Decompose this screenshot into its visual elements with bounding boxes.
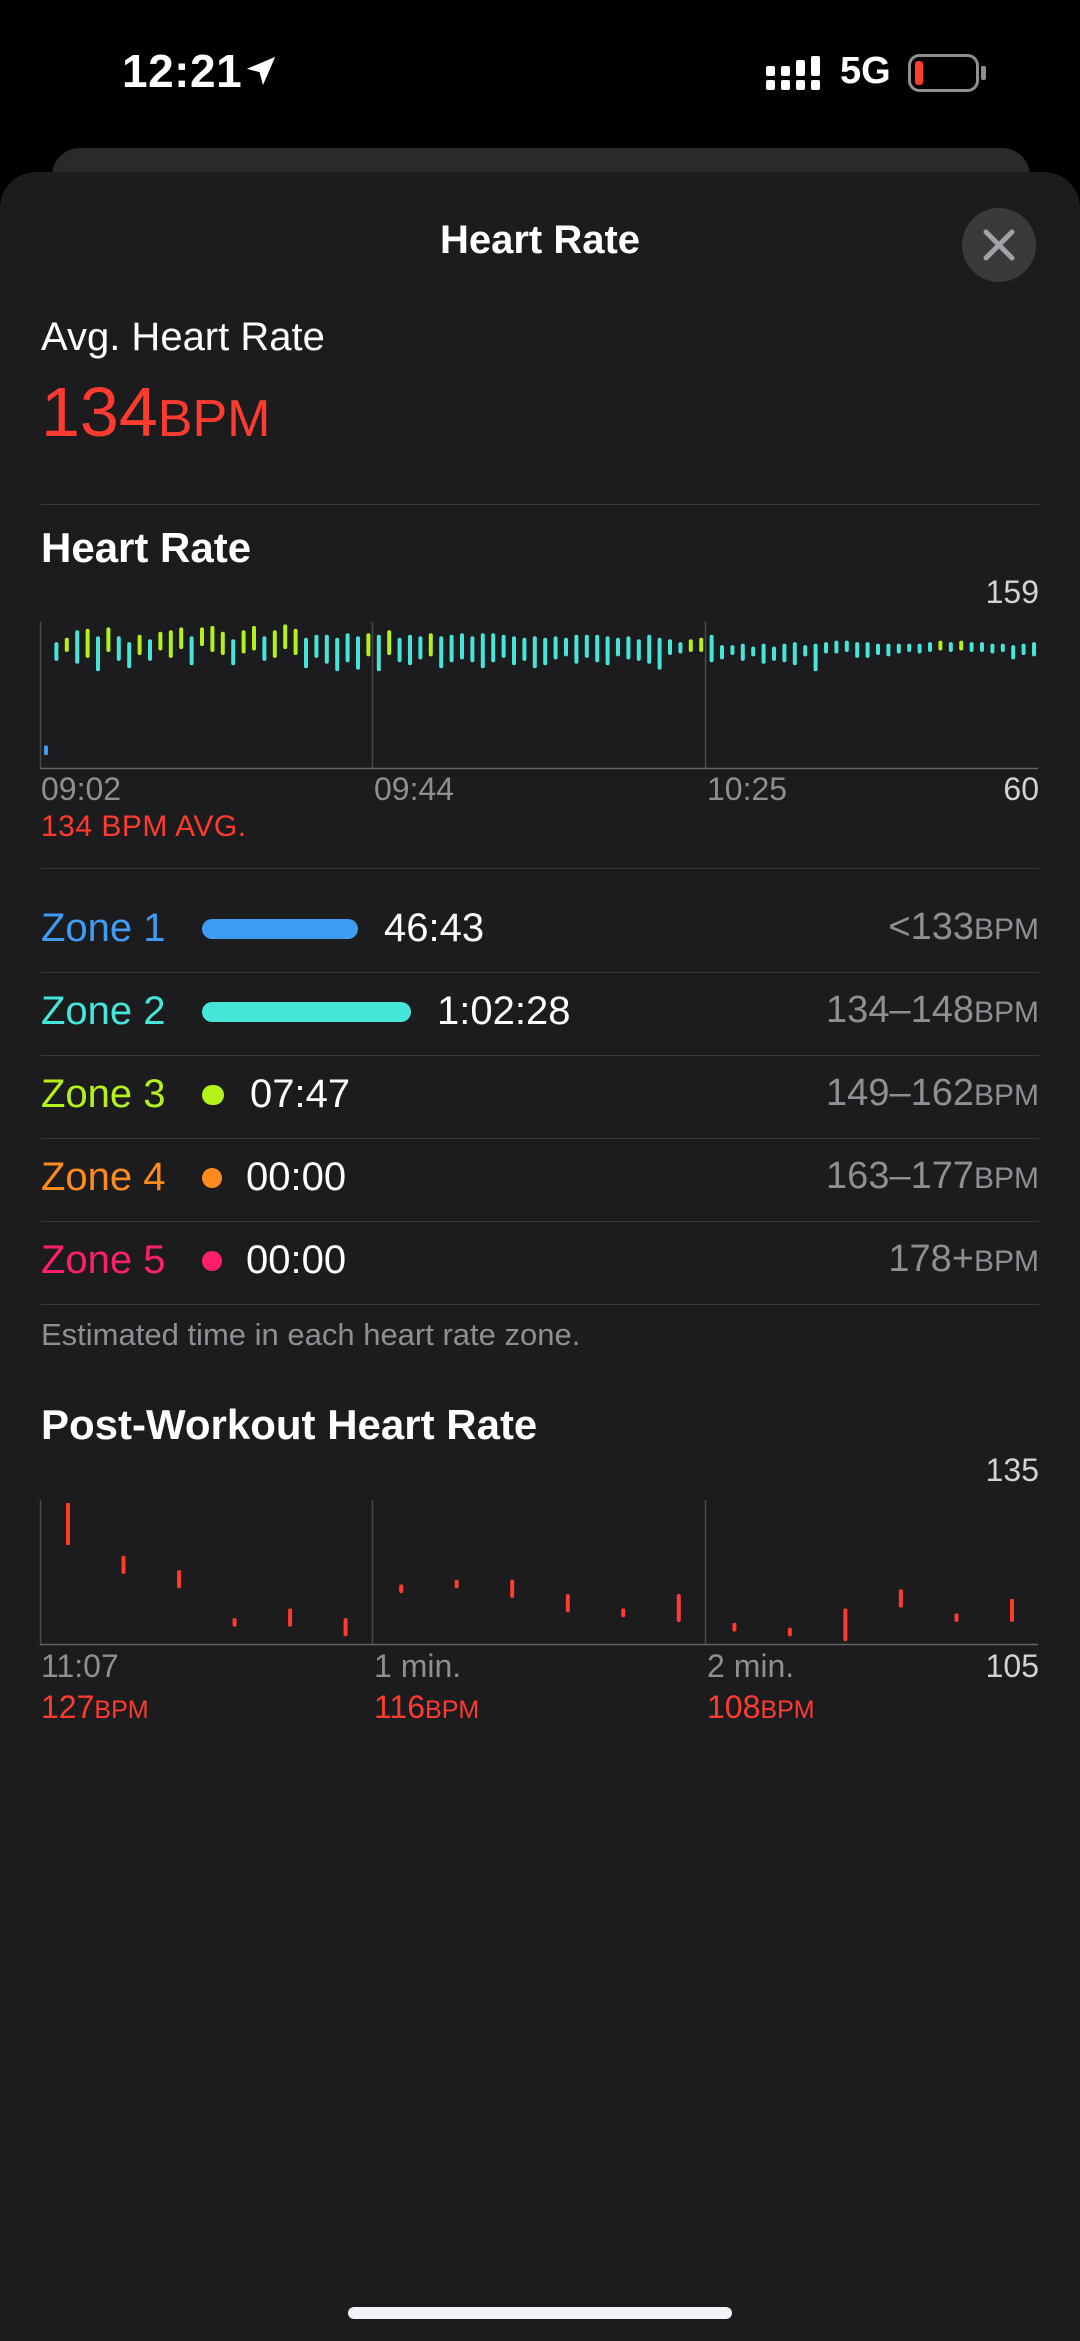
post-bpm-2min-value: 108 [707, 1689, 761, 1725]
avg-heart-rate-label: Avg. Heart Rate [41, 315, 325, 359]
divider [41, 1055, 1039, 1056]
close-icon [983, 229, 1015, 261]
hr-y-min-label: 60 [1003, 771, 1039, 807]
post-workout-title: Post-Workout Heart Rate [41, 1401, 538, 1448]
zone-time: 46:43 [384, 906, 485, 950]
post-bpm-1min: 116BPM [374, 1689, 479, 1726]
post-bpm-1min-value: 116 [374, 1689, 426, 1725]
zone-range-value: 178+ [888, 1238, 974, 1280]
divider [41, 1138, 1039, 1139]
post-y-max-label: 135 [985, 1452, 1039, 1488]
zone-range: 163–177BPM [826, 1155, 1039, 1198]
post-bpm-start-value: 127 [41, 1689, 95, 1725]
avg-heart-rate-value: 134BPM [41, 372, 270, 459]
zone-range: 134–148BPM [826, 989, 1039, 1032]
zone-row: Zone 5 00:00 178+BPM [0, 1222, 1080, 1304]
signal-bars-icon [766, 56, 820, 90]
divider [41, 972, 1039, 973]
hr-x-label-start: 09:02 [41, 771, 122, 807]
zone-bar [202, 919, 358, 939]
zone-name: Zone 2 [41, 989, 166, 1033]
zone-name: Zone 3 [41, 1072, 166, 1116]
divider [41, 504, 1039, 505]
status-bar: 12:21 5G [0, 0, 1080, 140]
hr-y-max-label: 159 [985, 574, 1039, 610]
location-arrow-icon [246, 56, 276, 86]
zone-range-value: 149–162 [826, 1072, 974, 1114]
post-bpm-1min-unit: BPM [425, 1696, 480, 1724]
zone-time: 00:00 [246, 1155, 347, 1199]
zone-range-unit: BPM [973, 996, 1039, 1029]
zone-time: 1:02:28 [437, 989, 571, 1033]
zone-range-unit: BPM [973, 913, 1039, 946]
avg-heart-rate-number: 134 [41, 373, 158, 451]
status-time: 12:21 [122, 45, 243, 97]
zone-range-unit: BPM [973, 1245, 1039, 1278]
zone-range: 178+BPM [888, 1238, 1039, 1281]
zone-name: Zone 5 [41, 1238, 166, 1282]
zone-name: Zone 1 [41, 906, 166, 950]
zones-footnote: Estimated time in each heart rate zone. [41, 1317, 581, 1352]
zone-range-value: 134–148 [826, 989, 974, 1031]
heart-rate-chart [39, 622, 1038, 770]
close-button[interactable] [962, 208, 1036, 282]
post-workout-chart [39, 1500, 1038, 1646]
sheet-title: Heart Rate [439, 218, 641, 262]
hr-average-caption: 134 BPM AVG. [41, 810, 247, 843]
zone-bar [202, 1085, 224, 1105]
post-bpm-start-unit: BPM [94, 1696, 149, 1724]
hr-x-label-mid: 09:44 [374, 771, 455, 807]
post-x-label-2min: 2 min. [707, 1648, 795, 1684]
zone-range-value: <133 [888, 906, 974, 948]
heart-rate-chart-title: Heart Rate [41, 524, 252, 571]
avg-heart-rate-unit: BPM [157, 390, 271, 448]
zone-dot [202, 1168, 222, 1188]
zone-range: 149–162BPM [826, 1072, 1039, 1115]
zone-row: Zone 1 46:43 <133BPM [0, 890, 1080, 972]
zone-range-unit: BPM [973, 1162, 1039, 1195]
post-bpm-2min-unit: BPM [760, 1696, 815, 1724]
zone-range: <133BPM [888, 906, 1039, 949]
zone-time: 07:47 [250, 1072, 351, 1116]
battery-low-icon [908, 54, 986, 92]
divider [41, 1304, 1039, 1305]
zone-range-value: 163–177 [826, 1155, 974, 1197]
zone-dot [202, 1251, 222, 1271]
heart-rate-sheet [0, 172, 1080, 2341]
post-bpm-start: 127BPM [41, 1689, 149, 1726]
divider [41, 1221, 1039, 1222]
zone-time: 00:00 [246, 1238, 347, 1282]
network-type: 5G [840, 50, 891, 92]
divider [41, 868, 1039, 869]
zone-row: Zone 4 00:00 163–177BPM [0, 1139, 1080, 1221]
home-indicator[interactable] [348, 2307, 732, 2319]
zone-name: Zone 4 [41, 1155, 166, 1199]
hr-x-label-end: 10:25 [707, 771, 788, 807]
zone-row: Zone 2 1:02:28 134–148BPM [0, 973, 1080, 1055]
post-bpm-2min: 108BPM [707, 1689, 815, 1726]
post-x-label-1min: 1 min. [374, 1648, 462, 1684]
zone-bar [202, 1002, 411, 1022]
zone-range-unit: BPM [973, 1079, 1039, 1112]
post-x-label-start: 11:07 [41, 1648, 119, 1684]
post-y-min-label: 105 [985, 1648, 1039, 1684]
zone-row: Zone 3 07:47 149–162BPM [0, 1056, 1080, 1138]
